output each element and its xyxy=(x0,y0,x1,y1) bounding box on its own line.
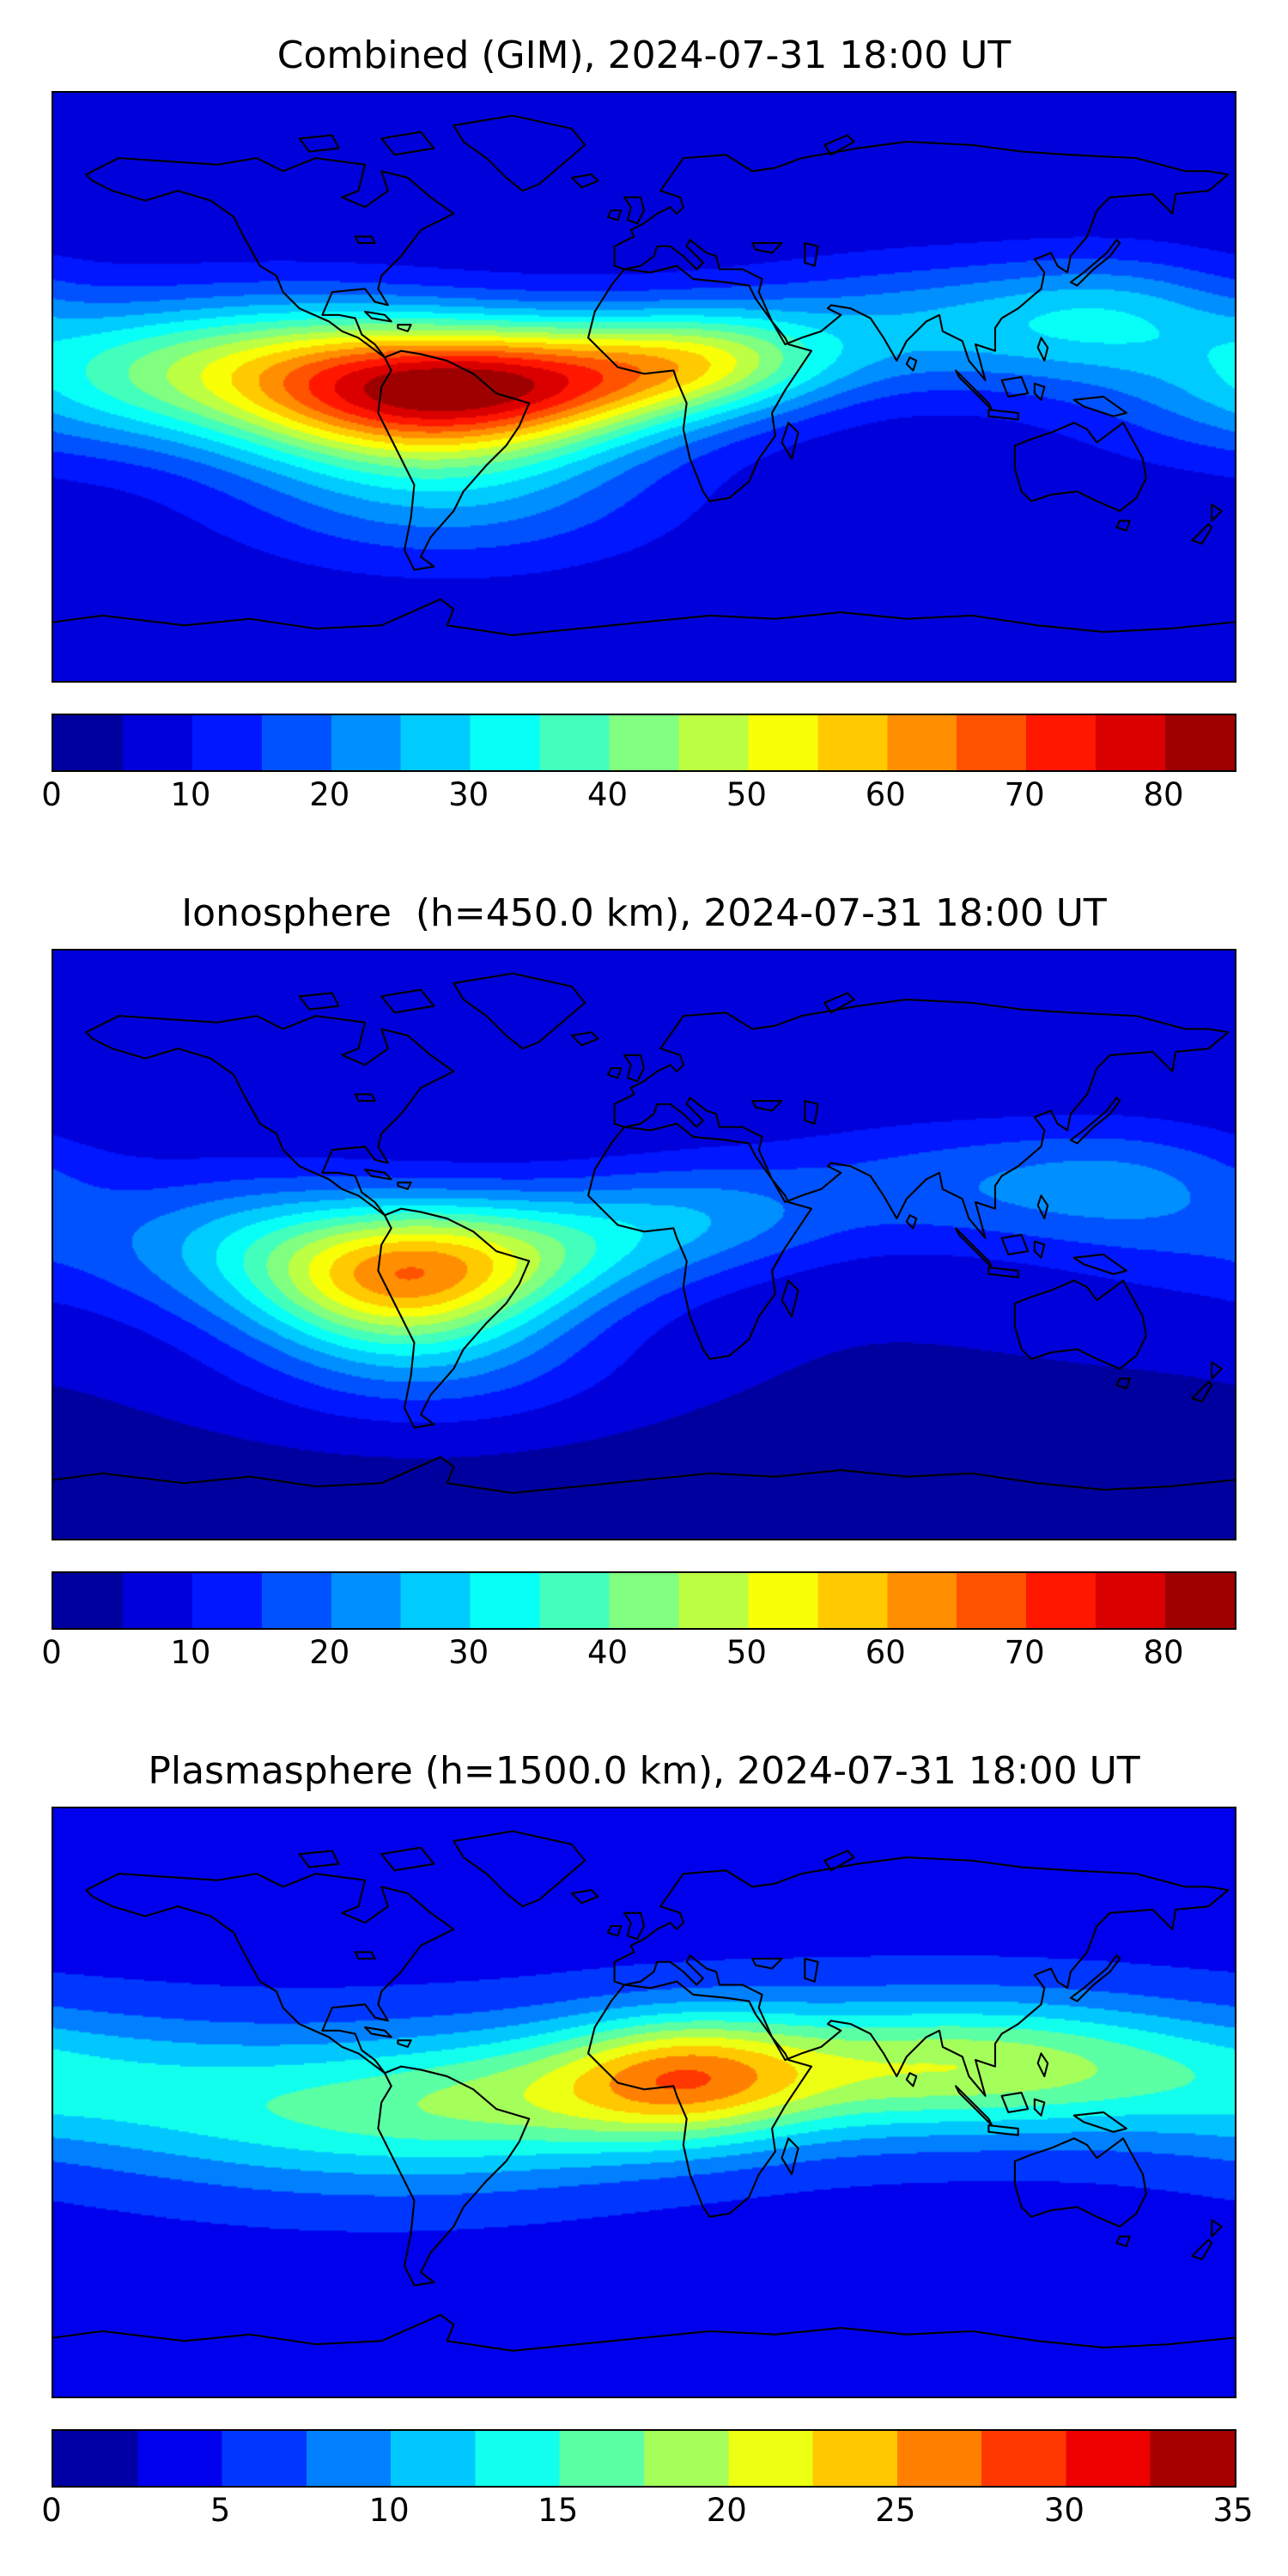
coastlines-overlay xyxy=(53,114,1235,636)
panel-title: Ionosphere (h=450.0 km), 2024-07-31 18:0… xyxy=(181,891,1107,935)
colorbar-tick-label: 20 xyxy=(309,1634,350,1671)
panel-title: Combined (GIM), 2024-07-31 18:00 UT xyxy=(276,33,1012,77)
colorbar-tick-label: 0 xyxy=(41,2492,62,2529)
panel-combined: Combined (GIM), 2024-07-31 18:00 UT 0 10 2… xyxy=(41,33,1236,817)
colorbar-tick-label: 10 xyxy=(170,1634,211,1671)
panel-plasmasphere: Plasmasphere (h=1500.0 km), 2024-07-31 1… xyxy=(41,1748,1253,2532)
tec-map-canvas xyxy=(53,951,1235,1539)
colorbar xyxy=(52,1571,1236,1630)
tec-map-canvas xyxy=(53,1808,1235,2397)
colorbar-ticks: 0 10 20 30 40 50 60 70 80 xyxy=(41,1633,1233,1674)
colorbar-tick-label: 5 xyxy=(210,2492,231,2529)
colorbar-tick-label: 50 xyxy=(726,776,767,813)
colorbar-tick-label: 10 xyxy=(368,2492,410,2529)
colorbar-ticks: 0 5 10 15 20 25 30 35 xyxy=(41,2491,1253,2532)
panel-title: Plasmasphere (h=1500.0 km), 2024-07-31 1… xyxy=(148,1749,1140,1793)
colorbar-tick-label: 30 xyxy=(448,1634,489,1671)
colorbar-tick-label: 0 xyxy=(41,1634,62,1671)
colorbar xyxy=(52,2429,1236,2488)
colorbar xyxy=(52,714,1236,772)
map-frame xyxy=(52,949,1236,1540)
colorbar-tick-label: 80 xyxy=(1143,776,1184,813)
colorbar-tick-label: 60 xyxy=(865,776,906,813)
colorbar-tick-label: 35 xyxy=(1212,2492,1254,2529)
colorbar-tick-label: 80 xyxy=(1143,1634,1184,1671)
colorbar-tick-label: 30 xyxy=(1043,2492,1084,2529)
map-frame xyxy=(52,91,1236,683)
colorbar-tick-label: 60 xyxy=(865,1634,906,1671)
panel-ionosphere: Ionosphere (h=450.0 km), 2024-07-31 18:0… xyxy=(41,890,1236,1674)
colorbar-tick-label: 20 xyxy=(706,2492,747,2529)
tec-map-canvas xyxy=(53,93,1235,681)
colorbar-ticks: 0 10 20 30 40 50 60 70 80 xyxy=(41,775,1233,817)
colorbar-tick-label: 0 xyxy=(41,776,62,813)
colorbar-tick-label: 15 xyxy=(538,2492,579,2529)
colorbar-tick-label: 40 xyxy=(586,776,629,813)
colorbar-tick-label: 30 xyxy=(448,776,489,813)
colorbar-tick-label: 50 xyxy=(726,1634,767,1671)
colorbar-tick-label: 70 xyxy=(1004,776,1045,813)
colorbar-tick-label: 20 xyxy=(309,776,350,813)
colorbar-tick-label: 10 xyxy=(170,776,211,813)
coastlines-overlay xyxy=(53,972,1235,1494)
map-frame xyxy=(52,1807,1236,2398)
colorbar-tick-label: 70 xyxy=(1004,1634,1045,1671)
coastlines-overlay xyxy=(53,1830,1235,2352)
colorbar-tick-label: 40 xyxy=(586,1634,629,1671)
colorbar-tick-label: 25 xyxy=(875,2492,916,2529)
